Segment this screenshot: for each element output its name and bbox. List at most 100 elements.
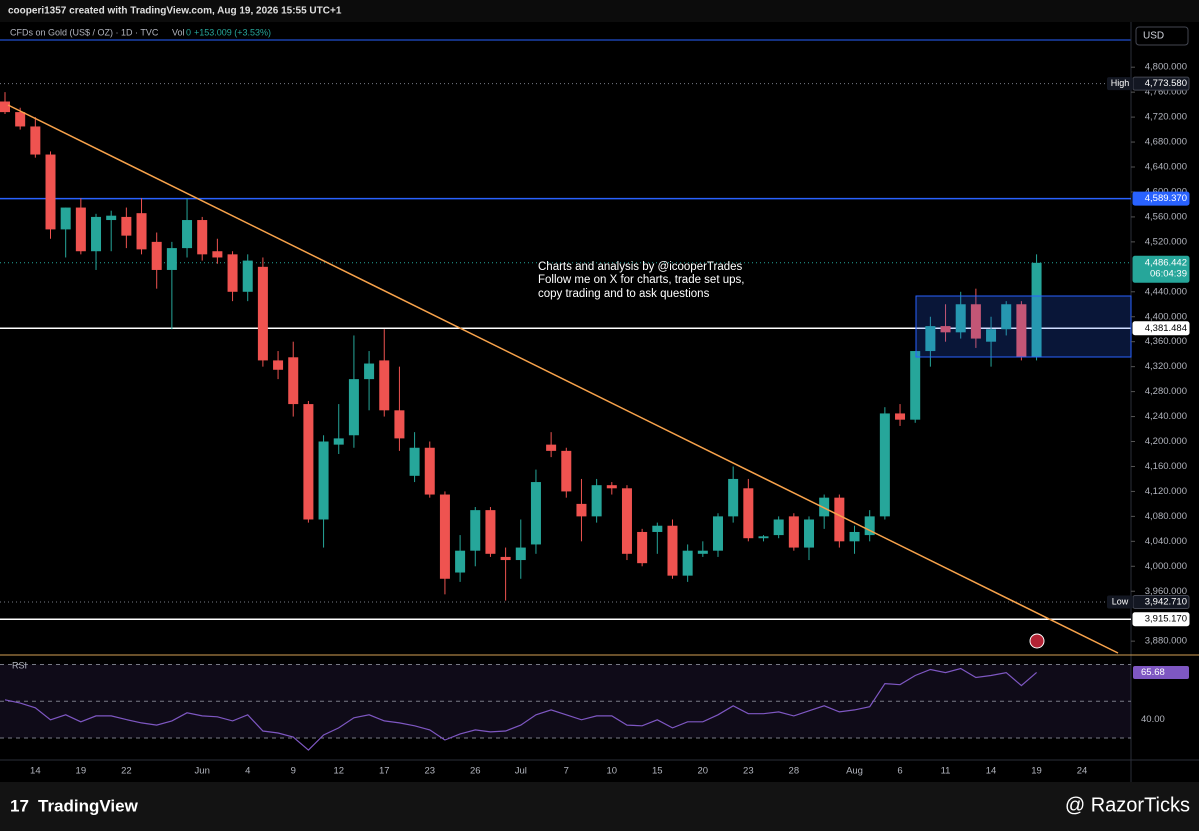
candle-body	[637, 531, 648, 564]
candle-body	[773, 519, 784, 536]
price-label: 3,915.170	[1145, 614, 1187, 625]
y-tick-label: 4,200.000	[1145, 436, 1187, 447]
logo-mark: 17	[10, 796, 29, 815]
candle-body	[121, 216, 132, 236]
x-tick-label: 23	[424, 766, 435, 777]
candle-body	[273, 360, 284, 370]
candle-body	[379, 360, 390, 411]
candle-body	[364, 363, 375, 380]
x-tick-label: 12	[333, 766, 344, 777]
candle-body	[955, 304, 966, 333]
candle-body	[455, 550, 466, 573]
x-tick-label: 26	[470, 766, 481, 777]
range-box	[915, 295, 1132, 358]
candle-body	[424, 447, 435, 495]
candle-body	[849, 531, 860, 542]
price-label-box	[1132, 321, 1190, 336]
x-tick-label: 19	[1031, 766, 1042, 777]
candle-body	[879, 413, 890, 517]
price-label: 4,486.442	[1145, 257, 1187, 268]
candle-body	[257, 266, 268, 361]
price-label: 4,773.580	[1145, 78, 1187, 89]
candle-body	[318, 441, 329, 520]
candle-body	[728, 478, 739, 517]
candle-body	[940, 326, 951, 333]
event-icon[interactable]	[1029, 633, 1045, 649]
watermark: @ RazorTicks	[1065, 794, 1190, 816]
header-bar	[0, 0, 1199, 22]
candle-body	[1031, 262, 1042, 358]
annotation: copy trading and to ask questions	[538, 288, 710, 300]
candle-body	[561, 450, 572, 492]
candle-body	[986, 329, 997, 342]
candle-body	[864, 516, 875, 536]
candle-body	[394, 410, 405, 439]
y-tick-label: 3,960.000	[1145, 586, 1187, 597]
candle-body	[197, 220, 208, 255]
logo: TradingView	[38, 796, 139, 815]
candle-body	[546, 444, 557, 451]
candle-body	[788, 516, 799, 548]
vol: Vol	[172, 27, 185, 37]
y-tick-label: 4,400.000	[1145, 311, 1187, 322]
x-tick-label: 6	[897, 766, 902, 777]
candle-body	[621, 488, 632, 554]
candle-body	[348, 379, 359, 436]
vol-value: 0	[186, 27, 191, 37]
y-tick-label: 3,880.000	[1145, 636, 1187, 647]
rsi-value: 65.68	[1141, 667, 1165, 678]
x-tick-label: 28	[789, 766, 800, 777]
rsi-tick-label: 40.00	[1141, 714, 1165, 725]
candle-body	[697, 550, 708, 554]
candle-body	[667, 525, 678, 576]
candle-body	[303, 404, 314, 520]
candle-body	[212, 251, 223, 258]
y-tick-label: 4,560.000	[1145, 211, 1187, 222]
y-tick-label: 4,680.000	[1145, 137, 1187, 148]
candle-body	[576, 503, 587, 517]
candle-body	[485, 510, 496, 554]
x-tick-label: 14	[986, 766, 997, 777]
currency-button[interactable]	[1135, 26, 1189, 46]
x-tick-label: 7	[564, 766, 569, 777]
countdown: 06:04:39	[1150, 268, 1187, 279]
y-tick-label: 4,360.000	[1145, 336, 1187, 347]
x-tick-label: 10	[607, 766, 618, 777]
candle-body	[758, 536, 769, 539]
x-tick-label: 14	[30, 766, 41, 777]
footer	[0, 782, 1199, 831]
x-tick-label: 11	[941, 766, 951, 777]
symbol: CFDs on Gold (US$ / OZ) · 1D · TVC	[10, 27, 159, 37]
candle-body	[515, 547, 526, 561]
price-label-box	[1132, 255, 1190, 283]
candle-body	[333, 438, 344, 445]
x-tick-label: Jul	[515, 766, 527, 777]
x-tick-label: 4	[245, 766, 250, 777]
candle-body	[804, 519, 815, 548]
y-tick-label: 4,160.000	[1145, 461, 1187, 472]
y-tick-label: 4,720.000	[1145, 112, 1187, 123]
candle-body	[106, 215, 117, 221]
y-tick-label: 4,520.000	[1145, 236, 1187, 247]
candle-body	[151, 241, 162, 270]
candle-body	[439, 494, 450, 579]
x-tick-label: 9	[291, 766, 296, 777]
rsi-value-box	[1133, 665, 1189, 679]
candle-body	[970, 304, 981, 339]
candle-body	[819, 497, 830, 517]
candle-body	[591, 485, 602, 517]
y-tick-label: 4,640.000	[1145, 162, 1187, 173]
x-tick-label: 20	[698, 766, 709, 777]
candle-body	[75, 207, 86, 252]
candle-body	[712, 516, 723, 551]
candle-body	[743, 488, 754, 539]
candle-body	[30, 126, 41, 155]
candle-body	[182, 220, 193, 249]
candle-body	[834, 497, 845, 542]
candle-body	[409, 447, 420, 476]
y-tick-label: 4,760.000	[1145, 87, 1187, 98]
price-label: 4,381.484	[1145, 323, 1187, 334]
candle-body	[227, 254, 238, 292]
